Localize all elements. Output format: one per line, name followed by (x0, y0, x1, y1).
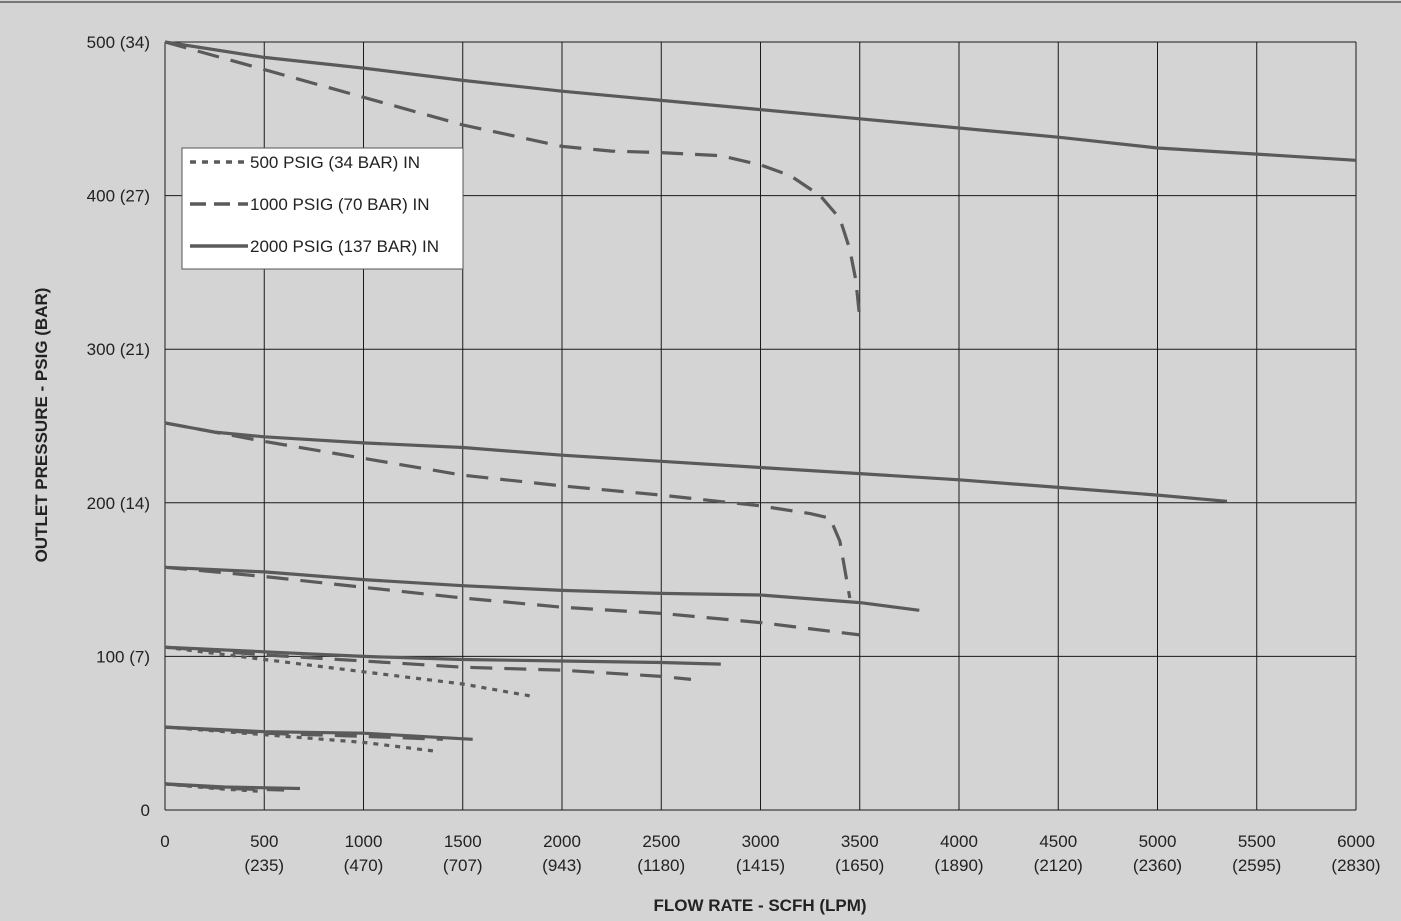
y-tick-label: 200 (14) (87, 494, 150, 513)
y-tick-label: 400 (27) (87, 187, 150, 206)
x-tick-label: 4500 (1039, 832, 1077, 851)
series-line-solid (164, 421, 1228, 503)
x-tick-sublabel: (1180) (637, 856, 685, 875)
y-tick-label: 0 (141, 801, 150, 820)
x-tick-label: 1500 (444, 832, 482, 851)
x-tick-label: 1000 (345, 832, 383, 851)
x-tick-sublabel: (943) (542, 856, 582, 875)
series-line-dashed (164, 725, 443, 741)
x-axis-title: FLOW RATE - SCFH (LPM) (653, 896, 866, 915)
legend: 500 PSIG (34 BAR) IN 1000 PSIG (70 BAR) I… (181, 147, 464, 270)
series-group (164, 40, 1357, 794)
y-tick-label: 100 (7) (96, 647, 150, 666)
y-tick-label: 300 (21) (87, 340, 150, 359)
series-line-solid (164, 40, 1357, 162)
x-tick-label: 5500 (1238, 832, 1276, 851)
x-axis-ticks: 0 500 (235) 1000 (470) 1500 (707) 2000 (943) 2500… (160, 832, 1380, 875)
series-line-dashed (164, 565, 860, 637)
series-line-dashed (164, 40, 862, 319)
series-line-dotted (164, 645, 533, 698)
legend-label: 1000 PSIG (70 BAR) IN (250, 195, 430, 214)
y-tick-label: 500 (34) (87, 33, 150, 52)
y-axis-title: OUTLET PRESSURE - PSIG (BAR) (32, 288, 51, 563)
x-tick-label: 6000 (1337, 832, 1375, 851)
x-tick-label: 3500 (841, 832, 879, 851)
x-tick-sublabel: (1890) (934, 856, 983, 875)
x-tick-label: 3000 (742, 832, 780, 851)
y-axis-ticks: 0 100 (7) 200 (14) 300 (21) 400 (27) 500 (34) (87, 33, 150, 820)
legend-label: 2000 PSIG (137 BAR) IN (250, 237, 439, 256)
x-tick-sublabel: (2595) (1232, 856, 1281, 875)
legend-box (181, 147, 464, 270)
legend-label: 500 PSIG (34 BAR) IN (250, 153, 420, 172)
series-line-dashed (164, 782, 285, 792)
x-tick-sublabel: (235) (244, 856, 284, 875)
x-tick-label: 4000 (940, 832, 978, 851)
x-tick-sublabel: (470) (344, 856, 384, 875)
x-tick-sublabel: (1650) (835, 856, 884, 875)
x-tick-label: 2500 (642, 832, 680, 851)
series-line-dashed (164, 421, 852, 599)
series-line-dashed (164, 645, 692, 681)
x-tick-label: 2000 (543, 832, 581, 851)
legend-items: 500 PSIG (34 BAR) IN 1000 PSIG (70 BAR) I… (190, 153, 439, 256)
x-tick-label: 0 (160, 832, 169, 851)
x-tick-sublabel: (1415) (736, 856, 785, 875)
x-tick-sublabel: (707) (443, 856, 483, 875)
x-tick-label: 5000 (1139, 832, 1177, 851)
series-line-solid (164, 565, 920, 612)
x-tick-sublabel: (2830) (1331, 856, 1380, 875)
series-line-solid (164, 645, 721, 666)
x-tick-sublabel: (2360) (1133, 856, 1182, 875)
x-tick-sublabel: (2120) (1034, 856, 1083, 875)
x-tick-label: 500 (250, 832, 278, 851)
